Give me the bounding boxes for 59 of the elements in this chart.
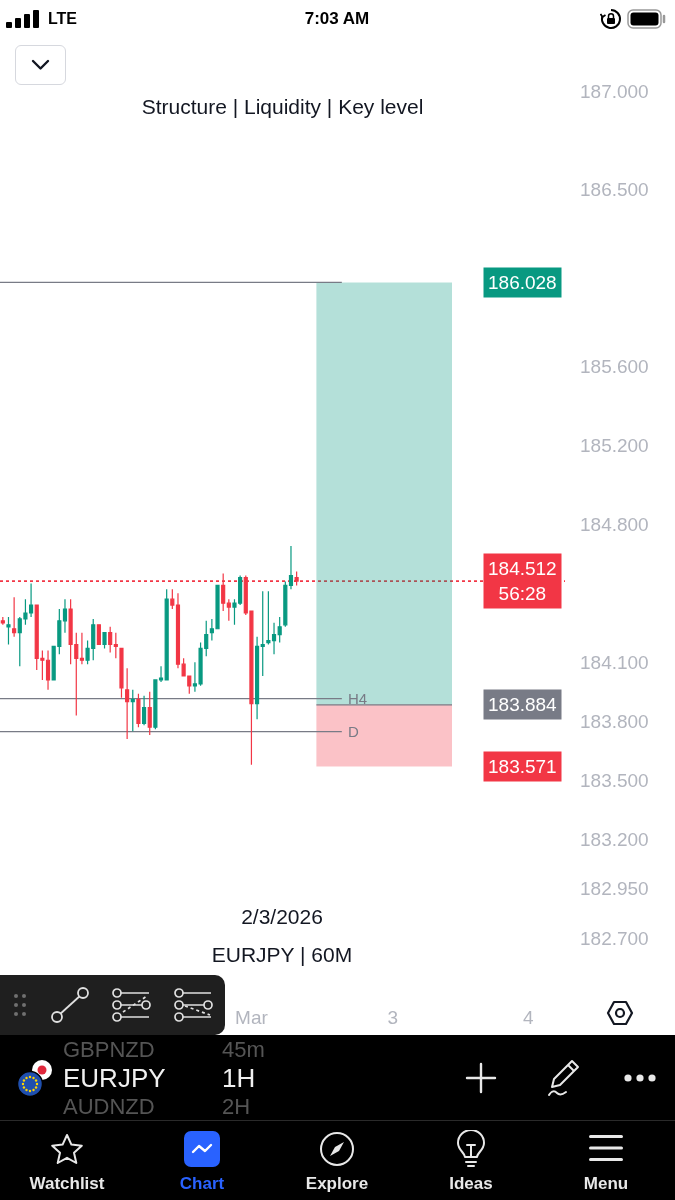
candlestick xyxy=(130,689,135,732)
candlestick xyxy=(119,647,124,699)
candlestick xyxy=(102,632,107,650)
candlestick xyxy=(141,695,147,726)
annotation: 2/3/2026 xyxy=(241,904,323,930)
candlestick xyxy=(96,624,101,646)
candlestick xyxy=(62,598,68,634)
text: Watchlist xyxy=(29,1174,105,1194)
candlestick xyxy=(108,626,113,653)
y-tick-label: 183.500 xyxy=(580,770,649,792)
candlestick xyxy=(277,616,282,644)
ref-line-label: D xyxy=(348,723,359,740)
candlestick xyxy=(125,667,130,740)
candlestick xyxy=(12,596,17,638)
candlestick xyxy=(0,616,5,626)
candlestick xyxy=(288,545,294,590)
y-tick-label: 186.500 xyxy=(580,179,649,201)
candlestick xyxy=(254,636,260,720)
ref-line-label: H4 xyxy=(348,690,368,707)
text: EURJPY xyxy=(63,1063,166,1094)
text: Menu xyxy=(583,1174,629,1194)
x-tick-label: Mar xyxy=(235,1007,269,1028)
y-tick-label: 183.200 xyxy=(580,829,649,851)
text: Ideas xyxy=(449,1174,493,1194)
candlestick xyxy=(260,590,265,677)
candlestick xyxy=(283,580,288,628)
x-tick-label: 4 xyxy=(522,1007,534,1028)
candlestick xyxy=(147,691,152,736)
text: EURJPY | 60M xyxy=(211,942,353,968)
text: GBPNZD xyxy=(63,1037,155,1063)
y-tick-label: 185.600 xyxy=(580,356,649,378)
band-label: 183.571 xyxy=(488,756,557,777)
text: 2H xyxy=(222,1094,251,1120)
y-tick-label: 183.800 xyxy=(580,710,649,732)
ref-line-label: 183.884 xyxy=(488,694,558,715)
x-tick-label: 3 xyxy=(387,1007,398,1028)
text: Explore xyxy=(305,1174,369,1194)
y-tick-label: 184.100 xyxy=(580,651,649,673)
y-tick-label: 182.950 xyxy=(580,878,649,900)
y-tick-label: 185.200 xyxy=(580,435,649,457)
candlestick xyxy=(164,588,169,681)
candlestick xyxy=(136,693,141,728)
candlestick xyxy=(79,632,85,665)
candlestick xyxy=(6,616,11,646)
candlestick xyxy=(113,632,118,659)
text: 7:03 AM xyxy=(304,9,370,29)
text: AUDNZD xyxy=(63,1094,155,1120)
y-tick-label: 184.800 xyxy=(580,514,649,535)
text: LTE xyxy=(48,9,78,29)
text: 45m xyxy=(222,1037,265,1063)
y-tick-label: 182.700 xyxy=(580,927,649,949)
candlestick xyxy=(170,588,175,610)
text: 1H xyxy=(222,1063,256,1094)
text: Chart xyxy=(179,1174,225,1194)
y-tick-label: 187.000 xyxy=(580,80,649,102)
band-label: 186.028 xyxy=(488,272,557,293)
ref-line-label: 184.512 56:28 xyxy=(488,558,557,604)
candlestick xyxy=(226,598,231,622)
chart-title: Structure | Liquidity | Key level xyxy=(141,95,424,119)
